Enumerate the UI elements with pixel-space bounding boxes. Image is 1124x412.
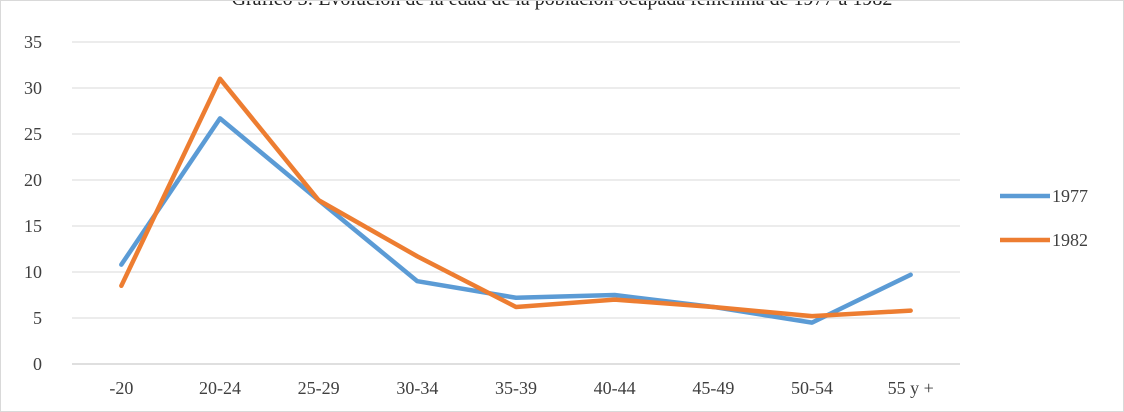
x-tick-label: 35-39 [495,378,537,398]
x-tick-label: 50-54 [791,378,833,398]
x-tick-label: 40-44 [594,378,636,398]
y-tick-label: 20 [24,170,42,190]
y-tick-label: 35 [24,32,42,52]
series-line-1982 [119,76,913,319]
series-line-1977 [119,116,913,325]
y-tick-label: 25 [24,124,42,144]
legend: 1977 1982 [1000,186,1088,250]
legend-label-1977: 1977 [1052,186,1088,206]
x-tick-label: 45-49 [692,378,734,398]
y-tick-label: 10 [24,262,42,282]
chart-title: Gráfico 3: Evolución de la edad de la po… [0,0,1124,11]
legend-label-1982: 1982 [1052,230,1088,250]
y-tick-label: 15 [24,216,42,236]
y-tick-label: 5 [33,308,42,328]
x-tick-label: 30-34 [396,378,438,398]
x-tick-label: -20 [109,378,133,398]
y-axis-ticks: 0 5 10 15 20 25 30 35 [24,32,42,374]
x-tick-label: 55 y + [888,378,934,398]
series-lines [119,76,913,325]
x-axis-ticks: -20 20-24 25-29 30-34 35-39 40-44 45-49 50-54 55… [109,378,933,398]
y-tick-label: 0 [33,354,42,374]
y-tick-label: 30 [24,78,42,98]
x-tick-label: 20-24 [199,378,241,398]
x-tick-label: 25-29 [298,378,340,398]
